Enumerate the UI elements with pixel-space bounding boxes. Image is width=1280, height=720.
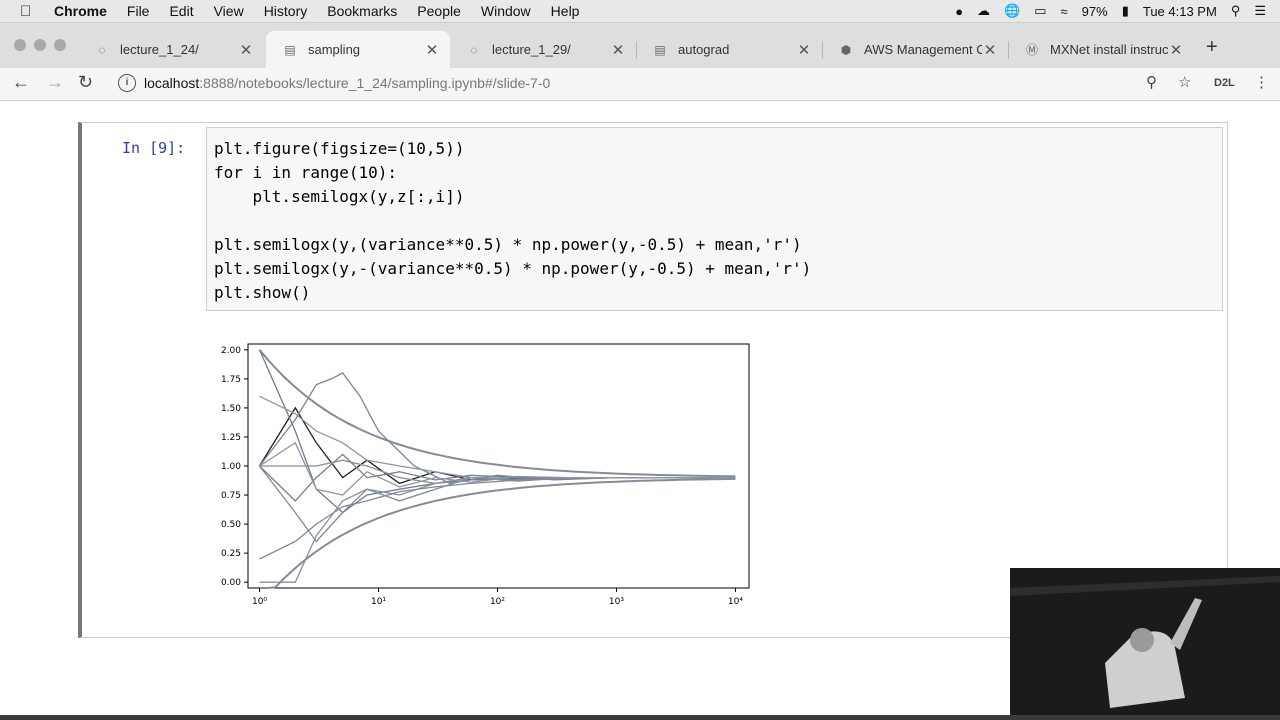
code-line: plt.figure(figsize=(10,5)) [214,139,465,158]
apple-icon[interactable]:  [20,3,38,20]
x-tick-label: 10⁰ [252,597,267,607]
back-arrow-icon[interactable]: ← [12,72,30,92]
y-tick-label: 0.25 [221,549,241,559]
y-tick-label: 1.50 [221,404,241,414]
minimize-window-button[interactable] [34,39,46,51]
close-tab-icon[interactable]: ✕ [797,41,811,59]
tab-separator [822,41,823,59]
battery-icon[interactable]: ▮ [1121,3,1129,18]
code-block[interactable]: plt.figure(figsize=(10,5)) for i in rang… [214,137,811,305]
tab-title: MXNet install instructi [1050,42,1168,57]
bookmark-star-icon[interactable]: ☆ [1178,74,1192,91]
y-tick-label: 1.75 [221,375,241,385]
zoom-window-button[interactable] [54,39,66,51]
notification-center-icon[interactable]: ☰ [1254,3,1266,18]
webcam-overlay [1010,568,1280,720]
page-icon: ▤ [654,42,666,57]
wifi-icon[interactable]: ≈ [1060,3,1068,19]
semilogx-plot: 0.00 0.25 0.50 0.75 1.00 1.25 1.50 1.75 2.00 10⁰ 1… [221,343,750,607]
y-tick-label: 1.25 [221,433,241,443]
tab-aws[interactable]: ⬢ AWS Management Co ✕ [822,31,1008,68]
presenter-video [1010,568,1280,720]
d2l-extension-icon[interactable]: D2L [1214,77,1235,89]
tab-strip: ◌ lecture_1_24/ ✕ ▤ sampling ✕ ◌ lecture… [0,23,1280,68]
close-tab-icon[interactable]: ✕ [611,41,625,59]
series-line-9 [259,441,736,496]
mxnet-icon: Ⓜ [1025,43,1038,57]
close-tab-icon[interactable]: ✕ [983,41,997,59]
battery-percent[interactable]: 97% [1081,3,1108,19]
menu-bookmarks[interactable]: Bookmarks [327,3,398,19]
menu-file[interactable]: File [126,3,150,19]
menu-people[interactable]: People [417,3,461,19]
reload-icon[interactable]: ↻ [78,72,94,92]
info-icon[interactable]: i [118,74,136,92]
code-line: plt.semilogx(y,(variance**0.5) * np.powe… [214,235,802,254]
url-host: localhost [144,75,200,91]
clock[interactable]: Tue 4:13 PM [1142,3,1217,19]
spotlight-search-icon[interactable]: ⚲ [1230,3,1241,18]
upper-envelope-line [258,349,736,478]
url-path: :8888/notebooks/lecture_1_24/sampling.ip… [199,75,551,91]
tab-autograd[interactable]: ▤ autograd ✕ [636,31,822,68]
y-tick-label: 0.00 [221,578,241,588]
x-tick-label: 10² [490,597,505,607]
code-input-area[interactable] [206,127,1223,311]
series-line-3 [258,372,736,485]
tab-title: sampling [308,42,361,57]
cloud-icon[interactable]: ☁ [977,3,991,18]
menu-bar:  Chrome File Edit View History Bookmark… [0,0,1280,23]
zoom-icon[interactable]: ⚲ [1146,74,1157,91]
loading-icon: ◌ [98,42,106,57]
y-tick-label: 0.75 [221,491,241,501]
code-line: plt.semilogx(y,-(variance**0.5) * np.pow… [214,259,812,278]
tab-sampling[interactable]: ▤ sampling ✕ [266,31,450,68]
y-tick-label: 0.50 [221,520,241,530]
address-bar[interactable]: i localhost:8888/notebooks/lecture_1_24/… [110,69,1170,97]
menu-app-chrome[interactable]: Chrome [54,3,107,19]
x-tick-label: 10⁴ [728,597,743,607]
globe-icon[interactable]: 🌐 [1004,3,1021,18]
close-tab-icon[interactable]: ✕ [239,41,253,59]
tab-title: AWS Management Co [864,42,982,57]
tab-lecture-1-24[interactable]: ◌ lecture_1_24/ ✕ [78,31,264,68]
menu-edit[interactable]: Edit [169,3,194,19]
x-tick-label: 10³ [609,597,624,607]
x-tick-label: 10¹ [371,597,386,607]
tab-title: autograd [678,42,730,57]
close-window-button[interactable] [14,39,26,51]
aws-icon: ⬢ [840,42,852,57]
close-tab-icon[interactable]: ✕ [425,41,439,59]
new-tab-button[interactable]: + [1206,36,1218,58]
browser-toolbar: ← → ↻ i localhost:8888/notebooks/lecture… [0,68,1280,101]
tab-separator [1008,41,1009,59]
code-line: plt.show() [214,283,311,302]
tab-lecture-1-29[interactable]: ◌ lecture_1_29/ ✕ [450,31,636,68]
lower-envelope-line [259,477,736,589]
tab-separator [636,41,637,59]
forward-arrow-icon[interactable]: → [46,72,64,92]
status-icon[interactable]: ● [955,3,964,19]
cell-prompt: In [9]: [122,139,186,157]
y-tick-label: 2.00 [221,346,241,356]
y-tick-label: 1.00 [221,462,241,472]
close-tab-icon[interactable]: ✕ [1169,41,1183,59]
tab-mxnet[interactable]: Ⓜ MXNet install instructi ✕ [1008,31,1194,68]
plot-axes-frame [247,343,750,589]
tab-title: lecture_1_29/ [492,42,571,57]
code-line: for i in range(10): [214,163,398,182]
page-icon: ▤ [284,42,296,57]
menu-window[interactable]: Window [480,3,531,19]
menu-history[interactable]: History [263,3,308,19]
code-line: plt.semilogx(y,z[:,i]) [214,187,465,206]
airplay-icon[interactable]: ▭ [1034,3,1047,18]
tab-title: lecture_1_24/ [120,42,199,57]
menu-help[interactable]: Help [550,3,580,19]
more-menu-icon[interactable]: ⋮ [1254,74,1269,91]
menu-view[interactable]: View [213,3,244,19]
loading-icon: ◌ [470,42,478,57]
window-controls [14,39,66,51]
dock-edge [0,715,1280,720]
